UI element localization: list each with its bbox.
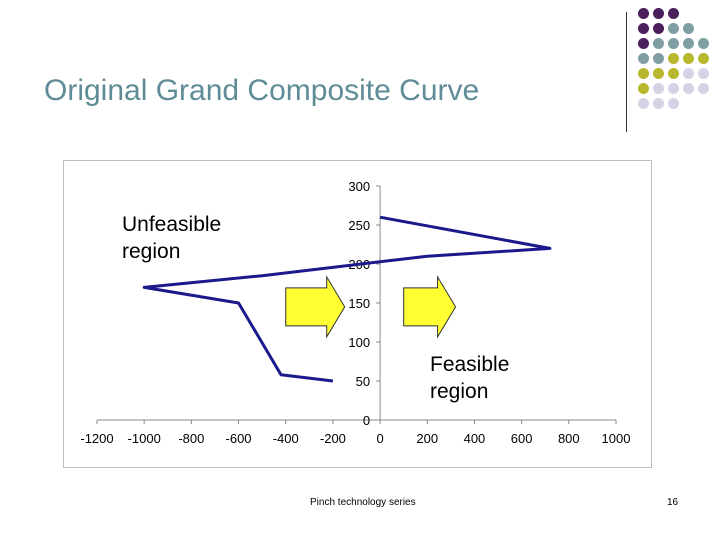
decor-dot (698, 83, 709, 94)
x-tick-label: 800 (558, 431, 580, 446)
decor-dot (638, 83, 649, 94)
decor-dot (653, 53, 664, 64)
x-tick-label: -600 (226, 431, 252, 446)
decor-dot (638, 8, 649, 19)
decor-dot (668, 8, 679, 19)
title-divider (626, 12, 627, 132)
x-tick-label: -400 (273, 431, 299, 446)
slide-title: Original Grand Composite Curve (44, 74, 480, 107)
decor-dot (683, 83, 694, 94)
decor-dot (698, 53, 709, 64)
decor-dot (638, 68, 649, 79)
decor-dot (683, 53, 694, 64)
y-tick-label: 50 (356, 374, 370, 389)
x-tick-label: -1200 (80, 431, 113, 446)
decor-dot (668, 68, 679, 79)
decor-dot (683, 23, 694, 34)
grand-composite-curve-chart: -1200 -1000 -800 -600 -400 -200 0 200 400 600 800 1… (80, 179, 631, 446)
x-tick-label: -1000 (128, 431, 161, 446)
decor-dot (653, 8, 664, 19)
decor-dot (653, 23, 664, 34)
decor-dot (638, 98, 649, 109)
decor-dot (638, 53, 649, 64)
decor-dot (638, 23, 649, 34)
decor-dot (668, 23, 679, 34)
x-tick-label: -800 (178, 431, 204, 446)
chart-frame: -1200 -1000 -800 -600 -400 -200 0 200 400 600 800 1… (63, 160, 652, 468)
decor-dot (668, 38, 679, 49)
decor-dot (683, 68, 694, 79)
x-tick-label: 200 (416, 431, 438, 446)
decor-dot (683, 38, 694, 49)
y-tick-label: 250 (348, 218, 370, 233)
decor-dot (653, 98, 664, 109)
decor-dot (668, 98, 679, 109)
decor-dot (653, 38, 664, 49)
y-tick-label: 0 (363, 413, 370, 428)
x-tick-label: 600 (511, 431, 533, 446)
page-number: 16 (667, 497, 679, 508)
right-arrow-shape (403, 275, 457, 339)
decor-dot (653, 83, 664, 94)
x-tick-label: 1000 (602, 431, 631, 446)
y-tick-label: 150 (348, 296, 370, 311)
decor-dot (638, 38, 649, 49)
x-tick-label: -200 (320, 431, 346, 446)
y-tick-label: 300 (348, 179, 370, 194)
decor-dot (698, 38, 709, 49)
footer-text: Pinch technology series (310, 497, 416, 508)
unfeasible-region-label: Unfeasible region (122, 213, 222, 263)
right-arrow-shape (285, 275, 346, 339)
decor-dot (698, 68, 709, 79)
decor-dot (668, 53, 679, 64)
decor-dot (653, 68, 664, 79)
x-tick-label: 0 (376, 431, 383, 446)
decor-dot (668, 83, 679, 94)
grand-composite-curve-line (142, 215, 552, 383)
x-tick-label: 400 (464, 431, 486, 446)
feasible-region-label: Feasible region (430, 353, 510, 403)
y-tick-label: 100 (348, 335, 370, 350)
